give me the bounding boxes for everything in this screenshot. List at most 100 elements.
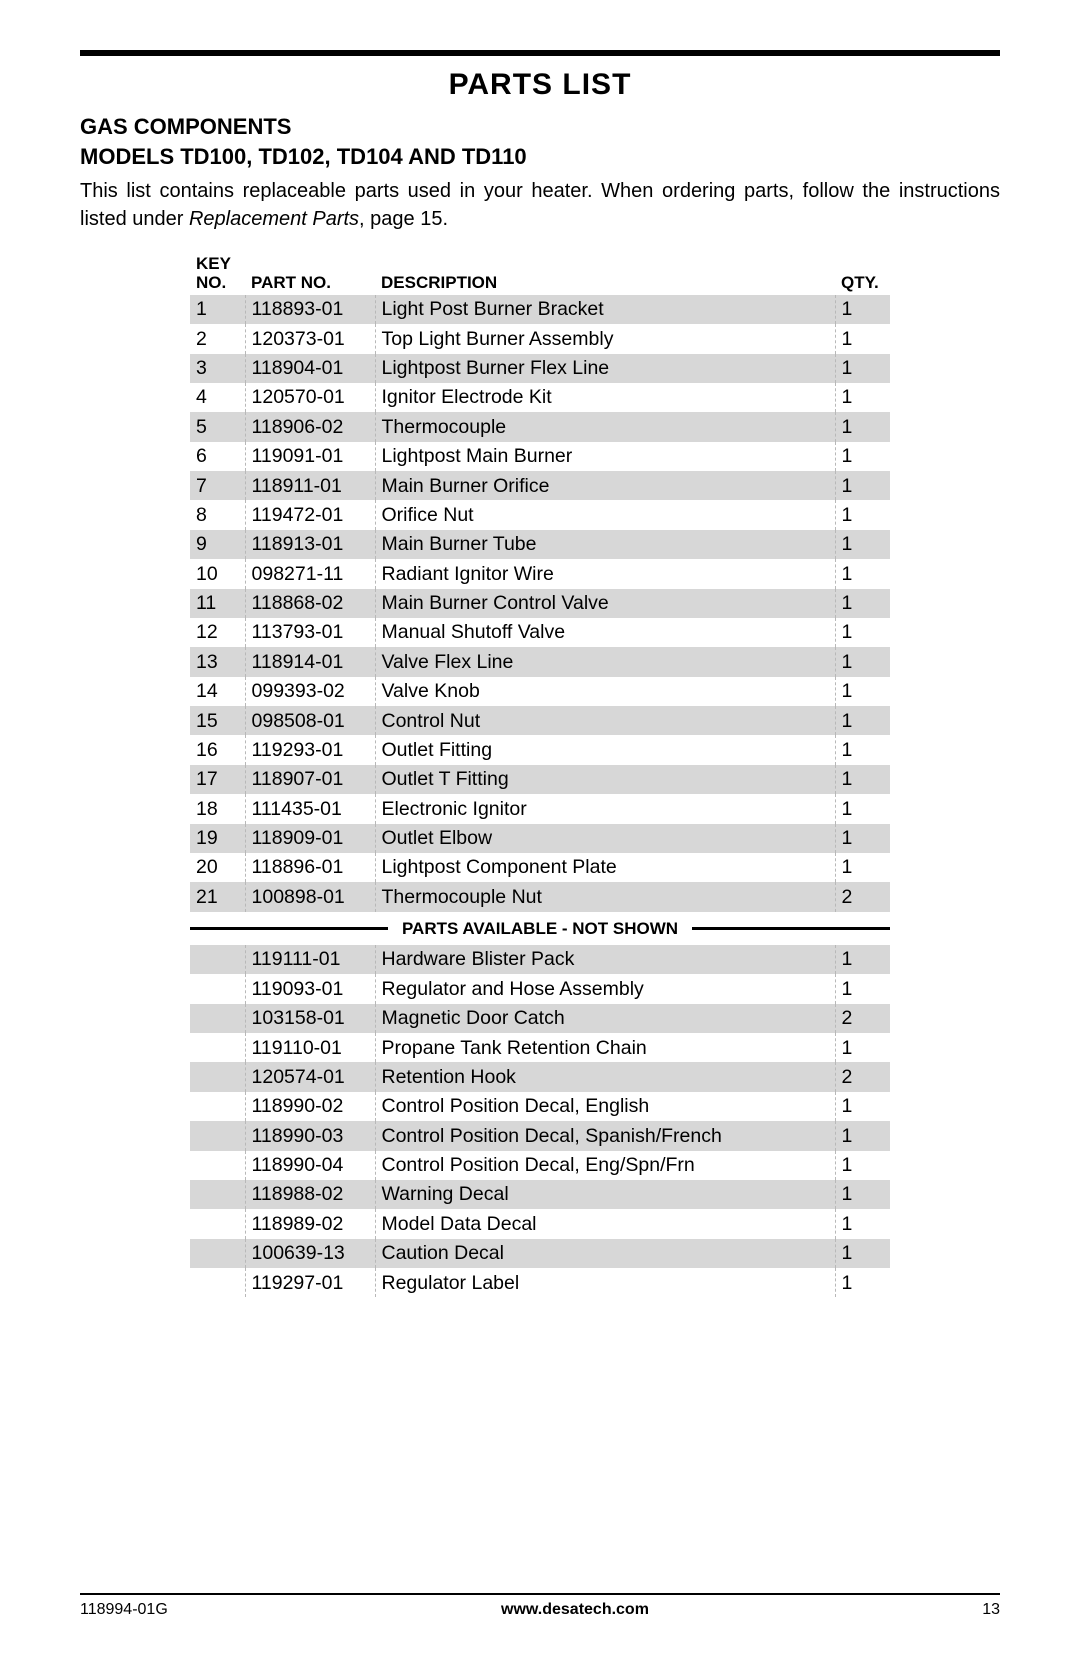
- table-row: 100639-13Caution Decal1: [190, 1239, 890, 1268]
- cell-part: 118906-02: [245, 412, 375, 441]
- page-footer: 118994-01G www.desatech.com 13: [80, 1593, 1000, 1619]
- cell-part: 118989-02: [245, 1209, 375, 1238]
- cell-part: 118990-03: [245, 1121, 375, 1150]
- cell-qty: 1: [835, 354, 890, 383]
- cell-key: [190, 974, 245, 1003]
- cell-qty: 1: [835, 618, 890, 647]
- cell-key: 20: [190, 853, 245, 882]
- col-qty: QTY.: [835, 255, 890, 294]
- cell-desc: Main Burner Control Valve: [375, 589, 835, 618]
- cell-part: 118909-01: [245, 824, 375, 853]
- cell-key: 19: [190, 824, 245, 853]
- cell-desc: Radiant Ignitor Wire: [375, 559, 835, 588]
- cell-qty: 1: [835, 530, 890, 559]
- cell-qty: 1: [835, 559, 890, 588]
- cell-key: 9: [190, 530, 245, 559]
- cell-part: 120373-01: [245, 324, 375, 353]
- cell-key: 11: [190, 589, 245, 618]
- cell-desc: Retention Hook: [375, 1062, 835, 1091]
- table-row: 14099393-02Valve Knob1: [190, 677, 890, 706]
- table-row: 103158-01Magnetic Door Catch2: [190, 1004, 890, 1033]
- cell-qty: 1: [835, 794, 890, 823]
- cell-qty: 1: [835, 945, 890, 974]
- cell-desc: Magnetic Door Catch: [375, 1004, 835, 1033]
- footer-doc-number: 118994-01G: [80, 1601, 168, 1619]
- cell-part: 118893-01: [245, 295, 375, 324]
- table-body-extra: 119111-01Hardware Blister Pack1119093-01…: [190, 945, 890, 1298]
- cell-qty: 1: [835, 383, 890, 412]
- cell-desc: Propane Tank Retention Chain: [375, 1033, 835, 1062]
- cell-desc: Regulator and Hose Assembly: [375, 974, 835, 1003]
- intro-text-2: , page 15.: [359, 208, 448, 230]
- cell-desc: Orifice Nut: [375, 500, 835, 529]
- table-row: 16119293-01Outlet Fitting1: [190, 735, 890, 764]
- no-label: NO.: [196, 273, 226, 292]
- cell-part: 119093-01: [245, 974, 375, 1003]
- table-row: 7118911-01Main Burner Orifice1: [190, 471, 890, 500]
- cell-desc: Thermocouple: [375, 412, 835, 441]
- cell-key: [190, 1268, 245, 1297]
- cell-desc: Hardware Blister Pack: [375, 945, 835, 974]
- table-row: 3118904-01Lightpost Burner Flex Line1: [190, 354, 890, 383]
- table-row: 12113793-01Manual Shutoff Valve1: [190, 618, 890, 647]
- table-divider-body: PARTS AVAILABLE - NOT SHOWN: [190, 912, 890, 945]
- footer-page-number: 13: [982, 1601, 1000, 1619]
- intro-paragraph: This list contains replaceable parts use…: [80, 177, 1000, 233]
- cell-key: 1: [190, 295, 245, 324]
- cell-desc: Thermocouple Nut: [375, 882, 835, 911]
- page-title: PARTS LIST: [80, 68, 1000, 102]
- cell-qty: 2: [835, 882, 890, 911]
- cell-key: 12: [190, 618, 245, 647]
- subtitle-gas-components: GAS COMPONENTS: [80, 112, 1000, 142]
- footer-row: 118994-01G www.desatech.com 13: [80, 1601, 1000, 1619]
- table-row: 119111-01Hardware Blister Pack1: [190, 945, 890, 974]
- cell-part: 118907-01: [245, 765, 375, 794]
- intro-italic: Replacement Parts: [189, 208, 359, 230]
- footer-url: www.desatech.com: [501, 1601, 649, 1619]
- cell-desc: Valve Flex Line: [375, 647, 835, 676]
- table-row: 20118896-01Lightpost Component Plate1: [190, 853, 890, 882]
- cell-qty: 1: [835, 677, 890, 706]
- cell-desc: Regulator Label: [375, 1268, 835, 1297]
- cell-part: 119297-01: [245, 1268, 375, 1297]
- cell-key: 7: [190, 471, 245, 500]
- footer-rule: [80, 1593, 1000, 1595]
- cell-qty: 1: [835, 295, 890, 324]
- cell-qty: 1: [835, 853, 890, 882]
- cell-qty: 1: [835, 324, 890, 353]
- cell-key: [190, 1092, 245, 1121]
- cell-key: [190, 1209, 245, 1238]
- cell-desc: Control Nut: [375, 706, 835, 735]
- table-row: 15098508-01Control Nut1: [190, 706, 890, 735]
- cell-qty: 2: [835, 1004, 890, 1033]
- page-content: PARTS LIST GAS COMPONENTS MODELS TD100, …: [0, 0, 1080, 1297]
- cell-qty: 1: [835, 500, 890, 529]
- cell-qty: 1: [835, 471, 890, 500]
- cell-qty: 1: [835, 765, 890, 794]
- table-row: 21100898-01Thermocouple Nut2: [190, 882, 890, 911]
- cell-desc: Model Data Decal: [375, 1209, 835, 1238]
- cell-part: 113793-01: [245, 618, 375, 647]
- cell-qty: 1: [835, 706, 890, 735]
- cell-key: [190, 1121, 245, 1150]
- table-row: 18111435-01Electronic Ignitor1: [190, 794, 890, 823]
- table-row: 11118868-02Main Burner Control Valve1: [190, 589, 890, 618]
- table-row: 1118893-01Light Post Burner Bracket1: [190, 295, 890, 324]
- cell-desc: Manual Shutoff Valve: [375, 618, 835, 647]
- table-row: 119110-01Propane Tank Retention Chain1: [190, 1033, 890, 1062]
- table-row: 2120373-01Top Light Burner Assembly1: [190, 324, 890, 353]
- table-row: 19118909-01Outlet Elbow1: [190, 824, 890, 853]
- cell-part: 099393-02: [245, 677, 375, 706]
- cell-desc: Ignitor Electrode Kit: [375, 383, 835, 412]
- cell-part: 119110-01: [245, 1033, 375, 1062]
- col-key-no: KEY NO.: [190, 255, 245, 294]
- cell-part: 118990-02: [245, 1092, 375, 1121]
- cell-key: 14: [190, 677, 245, 706]
- cell-key: [190, 945, 245, 974]
- divider-line-right: [692, 927, 890, 930]
- divider-label: PARTS AVAILABLE - NOT SHOWN: [398, 918, 682, 939]
- table-row: 119093-01Regulator and Hose Assembly1: [190, 974, 890, 1003]
- cell-key: 15: [190, 706, 245, 735]
- cell-part: 118988-02: [245, 1180, 375, 1209]
- table-row: 9118913-01Main Burner Tube1: [190, 530, 890, 559]
